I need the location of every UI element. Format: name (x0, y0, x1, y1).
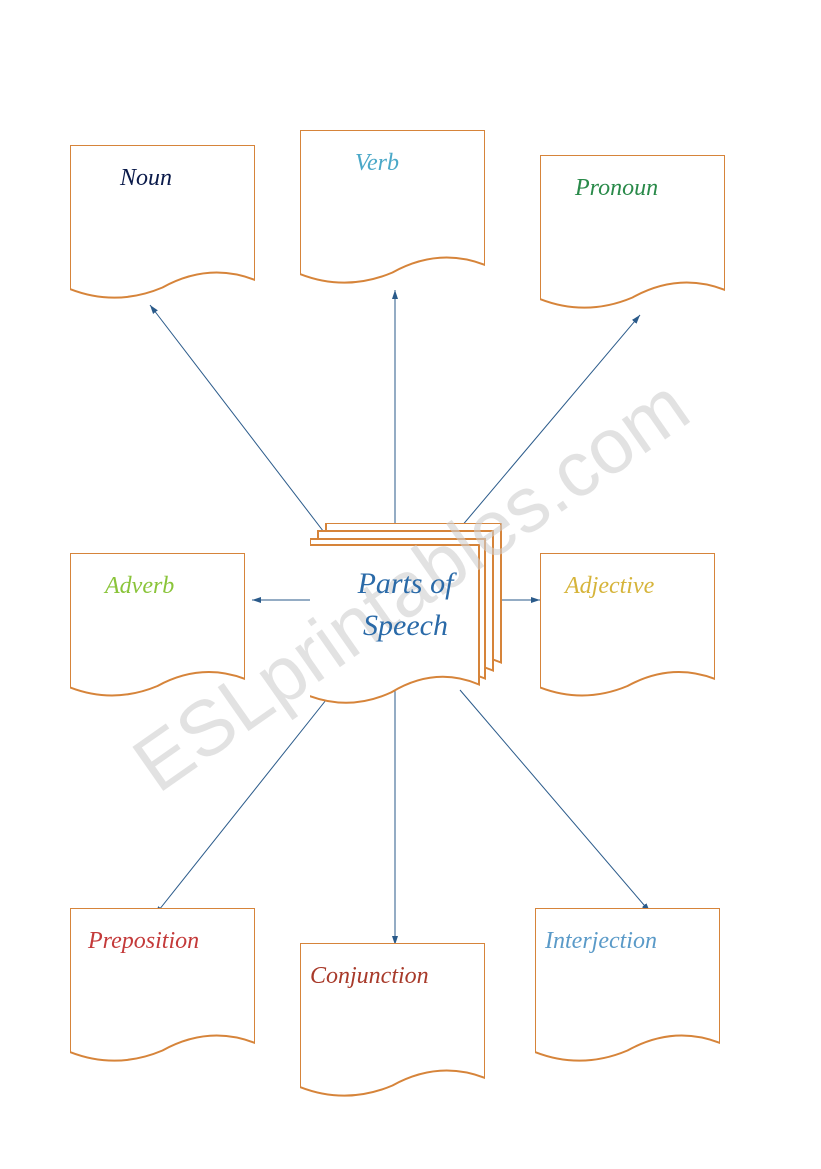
node-label-verb: Verb (355, 150, 399, 177)
node-label-interjection: Interjection (545, 928, 657, 955)
node-label-conjunction: Conjunction (310, 963, 429, 990)
node-label-adjective: Adjective (565, 573, 654, 600)
node-label-adverb: Adverb (105, 573, 174, 600)
center-label: Parts ofSpeech (318, 563, 493, 647)
node-label-preposition: Preposition (88, 928, 199, 955)
node-label-pronoun: Pronoun (575, 175, 658, 202)
diagram-canvas: ESLprintables.com NounVerbPronounAdverbA… (0, 0, 821, 1169)
node-label-noun: Noun (120, 165, 172, 192)
